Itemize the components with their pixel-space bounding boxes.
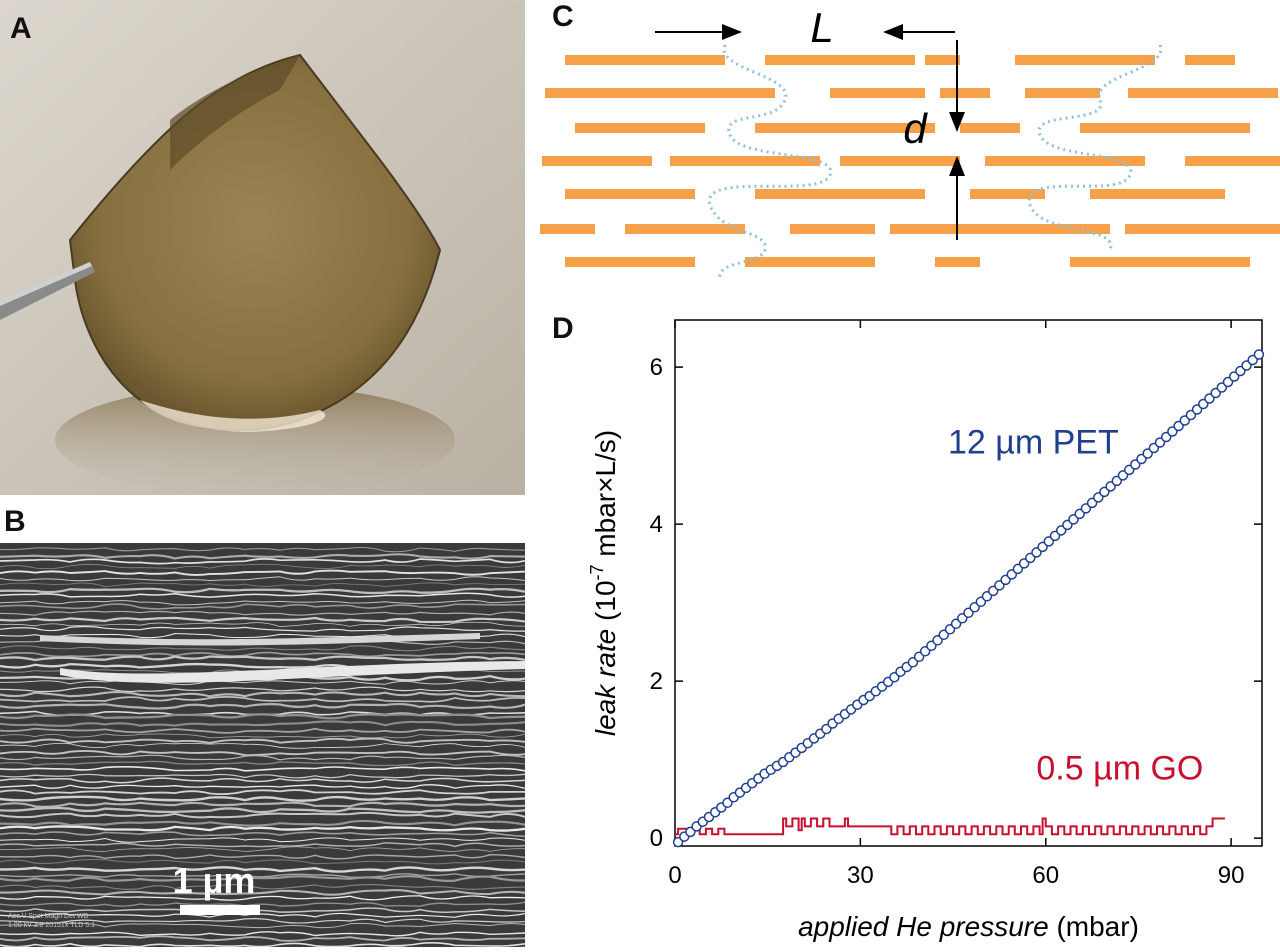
y-tick-label: 6 (650, 354, 663, 381)
y-axis-label: leak rate (10-7 mbar×L/s) (587, 430, 621, 736)
y-tick-label: 0 (650, 825, 663, 852)
x-axis-label: applied He pressure (mbar) (798, 911, 1139, 942)
go-flake (542, 156, 652, 166)
go-flake (1185, 156, 1280, 166)
go-flake (540, 224, 595, 234)
go-flake (565, 189, 695, 199)
go-flake (755, 189, 925, 199)
go-flake (1185, 55, 1235, 65)
x-tick-label: 90 (1218, 862, 1245, 889)
go-flake (745, 257, 875, 267)
go-film-photo (0, 0, 525, 495)
go-flakes (540, 55, 1280, 267)
series-layer: 12 µm PET 0.5 µm GO (674, 350, 1264, 847)
go-flake (940, 88, 990, 98)
series-go-line (675, 819, 1225, 835)
photo-panel-a: A (0, 0, 525, 495)
go-flake (960, 123, 1020, 133)
scale-bar-label: 1 µm (173, 860, 256, 901)
go-flake (830, 88, 925, 98)
go-flake (1080, 123, 1250, 133)
panel-letter-b: B (4, 505, 26, 539)
go-flake (765, 55, 915, 65)
permeation-schematic: L d (530, 0, 1280, 290)
go-flake (970, 189, 1045, 199)
leak-rate-chart: 0 30 60 90 0 2 4 6 12 µm PET 0.5 µm GO applied H… (540, 300, 1280, 947)
go-flake (625, 224, 745, 234)
go-flake (1128, 88, 1278, 98)
series-annotation: 12 µm PET (948, 423, 1119, 461)
go-flake (565, 257, 695, 267)
sem-cross-section: 1 µm Acc.V Spot Magn Det WD 1.00 kV 3.0 … (0, 543, 525, 947)
go-flake (790, 224, 875, 234)
go-flake (1125, 224, 1230, 234)
go-flake (565, 55, 725, 65)
go-flake (1070, 257, 1250, 267)
x-tick-label: 30 (847, 862, 874, 889)
label-L: L (810, 4, 833, 51)
axis-ticks: 0 30 60 90 0 2 4 6 (650, 320, 1262, 889)
series-pet-point (1254, 350, 1263, 359)
go-flake (545, 88, 710, 98)
go-flake (1230, 224, 1280, 234)
go-flake (1025, 88, 1100, 98)
panel-letter-a: A (10, 12, 32, 46)
panel-letter-c: C (552, 0, 574, 34)
scale-bar (180, 905, 260, 915)
x-tick-label: 0 (668, 862, 681, 889)
y-tick-label: 2 (650, 668, 663, 695)
series-annotation: 0.5 µm GO (1036, 749, 1203, 787)
y-tick-label: 4 (650, 511, 663, 538)
schematic-panel-c: L d C (530, 0, 1280, 290)
go-flake (840, 156, 960, 166)
go-flake (1090, 189, 1225, 199)
chart-panel-d: 0 30 60 90 0 2 4 6 12 µm PET 0.5 µm GO applied H… (540, 300, 1280, 947)
go-flake (925, 55, 960, 65)
go-flake (985, 156, 1145, 166)
go-flake (935, 257, 980, 267)
go-flake (575, 123, 705, 133)
dotted-path-right (1029, 45, 1161, 250)
go-flake (695, 88, 775, 98)
sem-panel-b: 1 µm Acc.V Spot Magn Det WD 1.00 kV 3.0 … (0, 543, 525, 947)
go-flake (1015, 55, 1155, 65)
x-tick-label: 60 (1032, 862, 1059, 889)
label-d: d (903, 105, 928, 152)
